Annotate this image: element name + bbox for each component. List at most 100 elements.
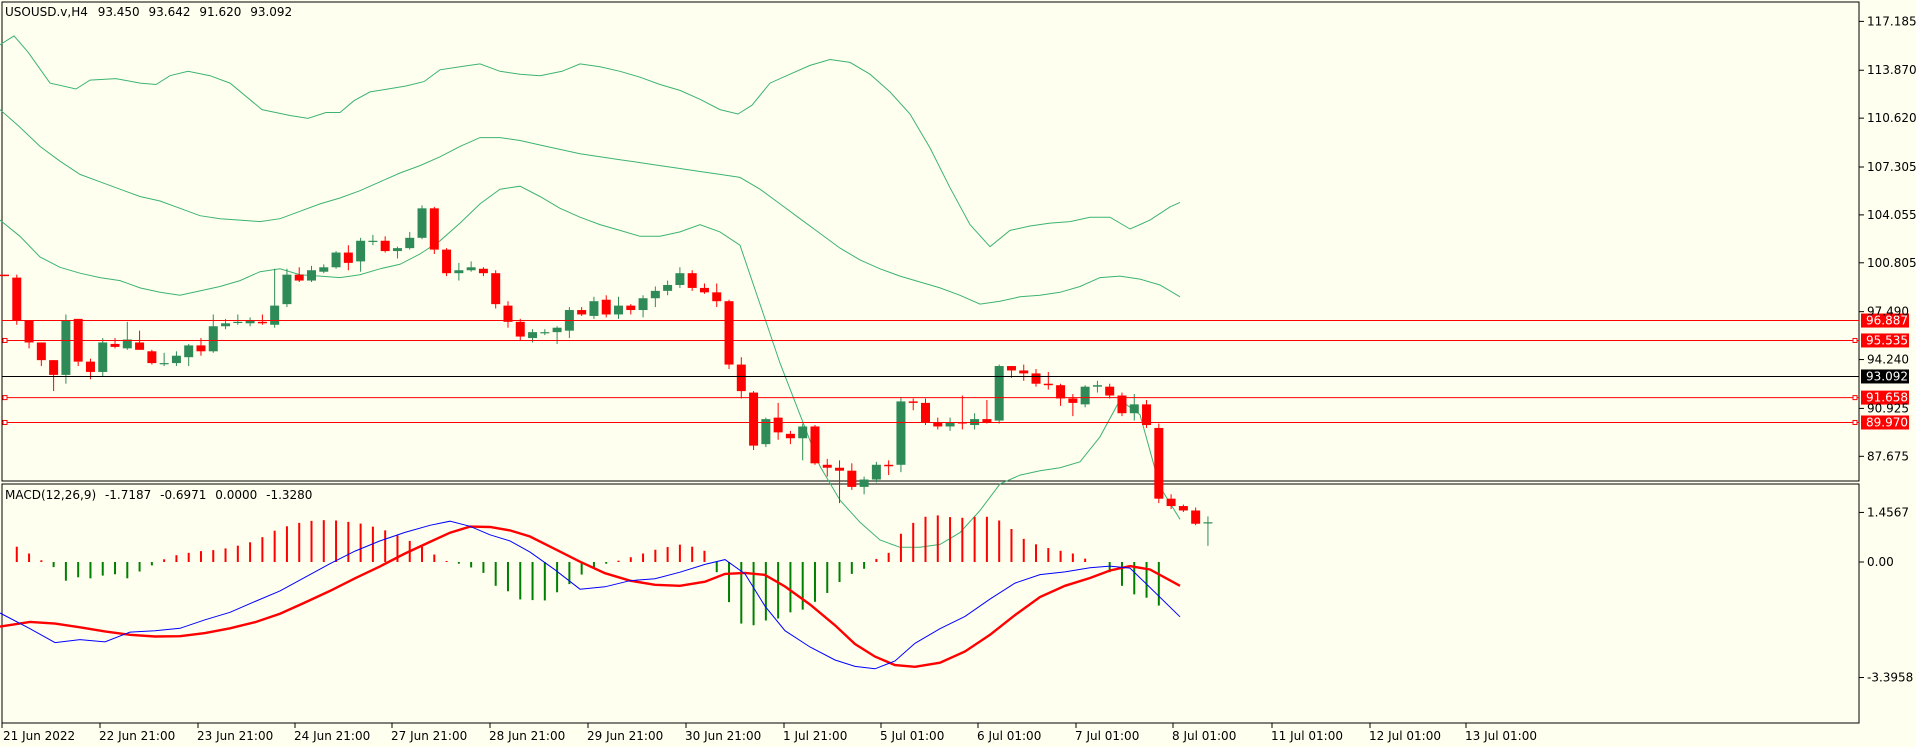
level-marker-right[interactable]	[1852, 395, 1858, 401]
candle-body	[1117, 395, 1127, 414]
candle-body	[785, 433, 795, 439]
macd-value-2: -0.6971	[160, 488, 206, 502]
candle-body	[626, 305, 636, 311]
level-marker-left[interactable]	[2, 419, 8, 425]
candle-body	[392, 248, 402, 252]
low-value: 91.620	[199, 5, 241, 19]
candle-body	[36, 342, 46, 361]
level-marker-right[interactable]	[1852, 419, 1858, 425]
candle-body	[884, 464, 894, 467]
candle-body	[1068, 398, 1078, 403]
price-pane	[1, 1, 1860, 482]
level-price-tag	[1861, 390, 1909, 405]
candle-body	[761, 419, 771, 445]
macd-name: MACD(12,26,9)	[5, 488, 96, 502]
candle-body	[896, 401, 906, 465]
time-tick-label: 30 Jun 21:00	[685, 729, 761, 743]
candle-body	[405, 237, 415, 249]
candle-body	[921, 402, 930, 423]
time-tick-label: 7 Jul 01:00	[1075, 729, 1139, 743]
candle-body	[331, 252, 341, 268]
candle-body	[528, 332, 538, 339]
candle-body	[663, 284, 673, 291]
candle-body	[859, 479, 869, 487]
price-axis: 117.185 113.870 110.620 107.305 104.055 100.8…	[1859, 14, 1916, 463]
candle-body	[368, 240, 378, 242]
bollinger-upper	[0, 35, 1181, 248]
candle-body	[245, 320, 255, 324]
candle-body	[1019, 370, 1029, 374]
time-tick-label: 13 Jul 01:00	[1465, 729, 1537, 743]
bollinger-lower	[0, 185, 1181, 548]
price-tick-label: 100.805	[1867, 256, 1916, 270]
level-marker-left[interactable]	[2, 337, 8, 343]
candle-body	[454, 270, 464, 274]
candle-body	[810, 426, 820, 464]
candle-body	[122, 339, 132, 349]
candle-body	[552, 327, 562, 333]
time-tick-label: 1 Jul 21:00	[783, 729, 847, 743]
candle-body	[712, 292, 722, 302]
bollinger-bands	[0, 35, 1181, 548]
bollinger-middle	[0, 109, 1181, 305]
candle-body	[184, 345, 194, 358]
candle-body	[257, 321, 267, 324]
horizontal-levels[interactable]: 96.887 95.535 91.658 89.970 93.092	[2, 313, 1909, 430]
macd-value-1: -1.7187	[105, 488, 151, 502]
candle-body	[1080, 386, 1090, 405]
macd-tick-label: 1.4567	[1867, 505, 1909, 519]
candle-body	[908, 401, 918, 403]
candle-body	[110, 343, 120, 347]
candle-body	[515, 321, 525, 337]
price-tick-label: 104.055	[1867, 208, 1916, 222]
candle-body	[442, 249, 452, 274]
open-value: 93.450	[98, 5, 140, 19]
level-marker-left[interactable]	[2, 395, 8, 401]
candle-body	[933, 422, 943, 427]
price-tick-label: 94.240	[1867, 353, 1909, 367]
level-marker-right[interactable]	[1852, 337, 1858, 343]
candle-body	[1031, 373, 1041, 384]
candle-body	[208, 326, 218, 352]
candle-body	[1191, 510, 1201, 524]
candle-body	[0, 274, 9, 277]
time-axis: 21 Jun 2022 22 Jun 21:00 23 Jun 21:00 24 Ju…	[1, 723, 1537, 743]
time-tick-label: 23 Jun 21:00	[197, 729, 273, 743]
macd-value-4: -1.3280	[266, 488, 312, 502]
candle-body	[736, 364, 746, 392]
candle-body	[466, 267, 476, 271]
candle-body	[945, 422, 955, 427]
candle-body	[773, 417, 783, 433]
candle-body	[871, 464, 881, 480]
price-tick-label: 117.185	[1867, 14, 1916, 28]
candle-body	[1154, 427, 1164, 499]
candle-body	[503, 305, 513, 322]
level-price-label: 96.887	[1866, 314, 1908, 328]
level-price-tag	[1861, 333, 1909, 348]
time-tick-label: 8 Jul 01:00	[1172, 729, 1236, 743]
candle-body	[307, 270, 316, 281]
time-tick-label: 6 Jul 01:00	[977, 729, 1041, 743]
candles	[0, 205, 1213, 546]
candle-body	[171, 355, 181, 364]
candle-body	[1178, 506, 1188, 511]
candle-body	[1043, 383, 1053, 386]
candle-body	[749, 392, 759, 446]
candle-body	[1105, 386, 1115, 396]
candle-body	[1203, 522, 1213, 524]
level-price-label: 91.658	[1866, 391, 1908, 405]
candle-body	[380, 240, 390, 252]
candle-body	[994, 366, 1004, 421]
price-tick-label: 87.675	[1867, 449, 1909, 463]
candle-body	[1129, 404, 1139, 414]
macd-axis: 1.4567 0.00 -3.3958	[1859, 505, 1913, 685]
current-price-tag	[1861, 369, 1909, 384]
price-tick-label: 110.620	[1867, 111, 1916, 125]
candle-body	[601, 299, 611, 315]
candle-body	[675, 273, 685, 285]
time-tick-label: 24 Jun 21:00	[294, 729, 370, 743]
candle-body	[343, 252, 353, 263]
chart-header: USOUSD.v,H4 93.450 93.642 91.620 93.092	[5, 5, 292, 19]
